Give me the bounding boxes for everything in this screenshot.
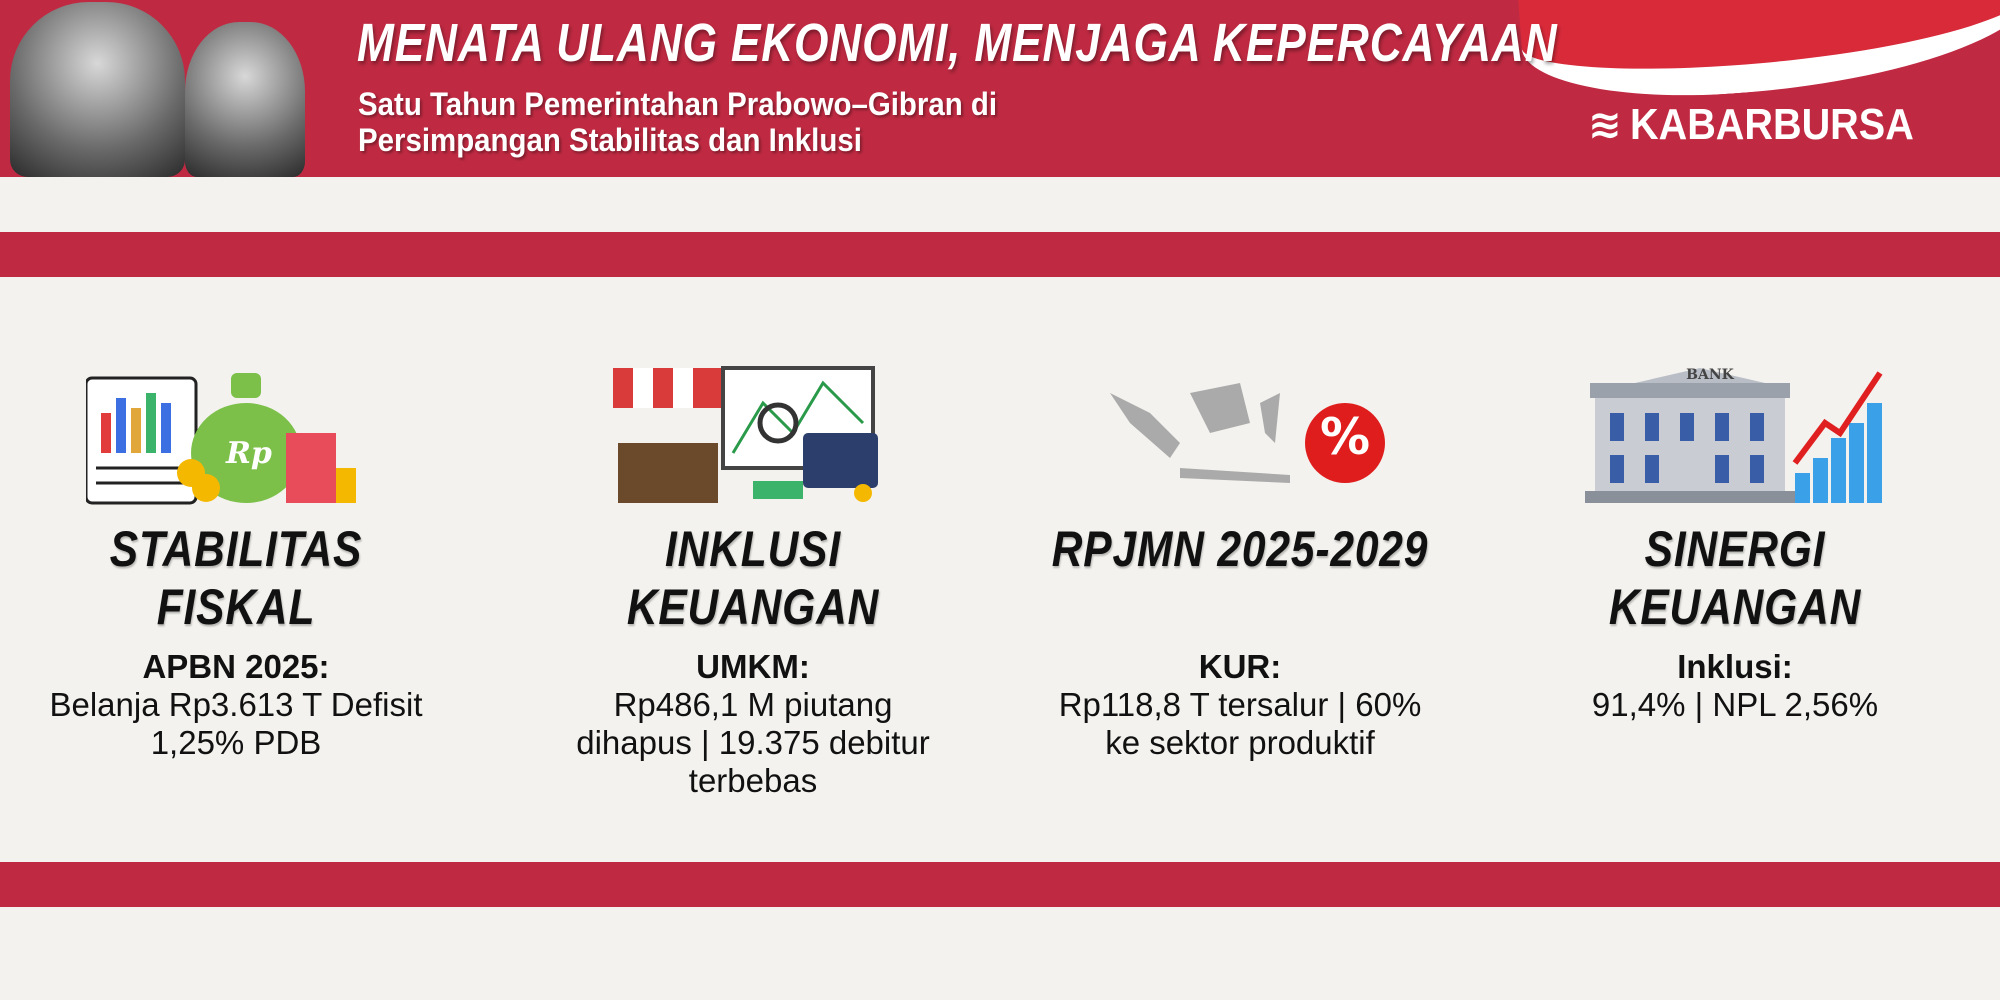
logo-text: KABARBURSA [1629, 100, 1914, 149]
bank-sign: BANK [1686, 367, 1734, 383]
stat-body: Rp118,8 T tersalur | 60% ke sektor produ… [1058, 686, 1422, 761]
portrait-prabowo [10, 2, 185, 177]
page-title: MENATA ULANG EKONOMI, MENJAGA KEPERCAYAA… [357, 13, 1558, 73]
pillar-title: SINERGI KEUANGAN [1608, 521, 1862, 635]
divider-band-top [0, 232, 2000, 277]
pillar-title: RPJMN 2025-2029 [1051, 521, 1429, 577]
flag-ribbon [1515, 0, 2000, 108]
budget-money-bag-icon: Rp [86, 373, 356, 505]
svg-text:Rp: Rp [225, 436, 272, 471]
percent-badge: % [1319, 408, 1371, 466]
kabarbursa-logo: ≋ KABARBURSA [1588, 100, 1945, 150]
stat-heading: APBN 2025: [142, 648, 330, 685]
subtitle-line-1: Satu Tahun Pemerintahan Prabowo–Gibran d… [358, 86, 998, 122]
stat-heading: UMKM: [696, 648, 810, 685]
subtitle-line-2: Persimpangan Stabilitas dan Inklusi [358, 122, 862, 158]
market-stall-chart-icon [613, 366, 878, 503]
pillar-title: STABILITAS FISKAL [109, 521, 363, 635]
stat-body: Belanja Rp3.613 T Defisit 1,25% PDB [49, 686, 423, 761]
stat-body: 91,4% | NPL 2,56% [1591, 686, 1879, 723]
pillar-title: INKLUSI KEUANGAN [626, 521, 880, 635]
stat-body: Rp486,1 M piutang dihapus | 19.375 debit… [576, 686, 930, 799]
logo-mark-icon: ≋ [1588, 102, 1622, 148]
stat-heading: Inklusi: [1677, 648, 1793, 685]
page-subtitle: Satu Tahun Pemerintahan Prabowo–Gibran d… [358, 86, 997, 158]
portrait-gibran [185, 22, 305, 177]
bank-growth-chart-icon [1585, 368, 1883, 503]
divider-band-bottom [0, 862, 2000, 907]
indonesia-map-percent-icon [1110, 383, 1385, 483]
header-banner: MENATA ULANG EKONOMI, MENJAGA KEPERCAYAA… [0, 0, 2000, 177]
stat-heading: KUR: [1198, 648, 1282, 685]
